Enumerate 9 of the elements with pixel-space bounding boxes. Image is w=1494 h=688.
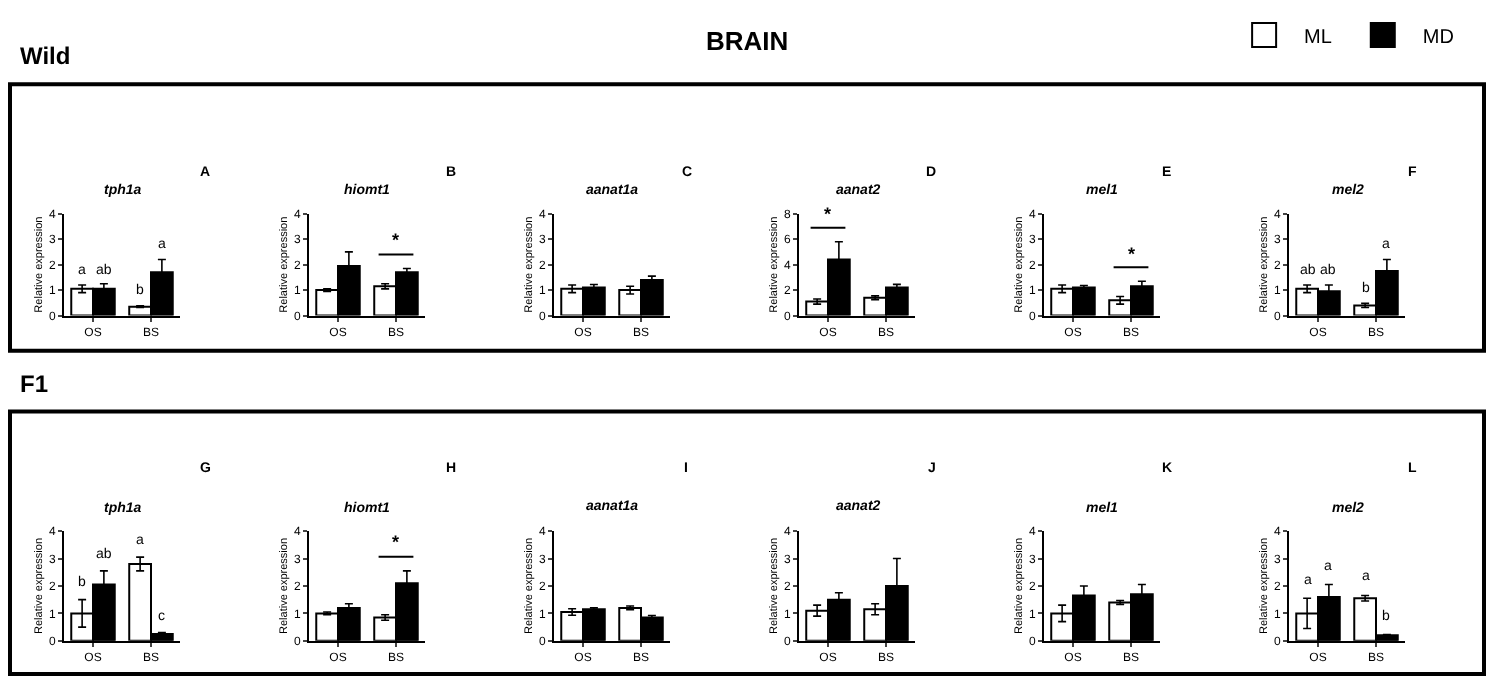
annotation: * xyxy=(392,532,400,552)
text: BRAIN xyxy=(706,26,789,56)
annotation: * xyxy=(392,230,400,250)
legend-label: ML xyxy=(1304,26,1333,49)
annotation: * xyxy=(824,204,832,224)
legend-label: MD xyxy=(1422,26,1454,49)
annotation: * xyxy=(1128,244,1136,264)
text: Wild xyxy=(20,42,71,70)
text: F1 xyxy=(20,370,49,398)
